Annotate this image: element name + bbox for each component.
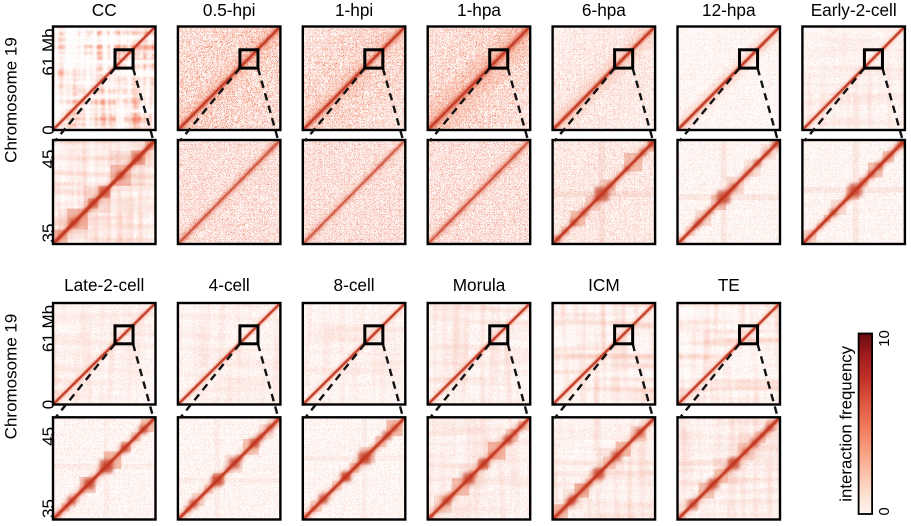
svg-text:45: 45: [39, 427, 58, 446]
svg-text:Early-2-cell: Early-2-cell: [811, 0, 897, 20]
svg-text:0: 0: [39, 400, 58, 409]
svg-text:10: 10: [876, 330, 893, 347]
svg-text:0.5-hpi: 0.5-hpi: [203, 0, 256, 20]
svg-text:12-hpa: 12-hpa: [702, 0, 756, 20]
svg-text:ICM: ICM: [588, 275, 620, 295]
svg-text:0: 0: [876, 507, 893, 515]
svg-text:45: 45: [39, 150, 58, 169]
svg-text:6-hpa: 6-hpa: [582, 0, 626, 20]
svg-text:1-hpi: 1-hpi: [335, 0, 373, 20]
svg-text:35: 35: [39, 224, 58, 243]
svg-text:Morula: Morula: [453, 275, 506, 295]
svg-text:4-cell: 4-cell: [209, 275, 250, 295]
svg-text:8-cell: 8-cell: [334, 275, 375, 295]
svg-text:Chromosome 19: Chromosome 19: [2, 37, 21, 163]
svg-text:Late-2-cell: Late-2-cell: [64, 275, 144, 295]
svg-text:CC: CC: [92, 0, 117, 20]
svg-text:Chromosome 19: Chromosome 19: [2, 314, 21, 440]
svg-text:0: 0: [39, 125, 58, 134]
svg-text:TE: TE: [718, 275, 740, 295]
svg-text:1-hpa: 1-hpa: [457, 0, 501, 20]
svg-text:interaction frequency: interaction frequency: [837, 345, 856, 501]
svg-text:35: 35: [39, 499, 58, 518]
svg-text:61 Mb: 61 Mb: [39, 28, 58, 75]
svg-text:61 Mb: 61 Mb: [39, 305, 58, 352]
